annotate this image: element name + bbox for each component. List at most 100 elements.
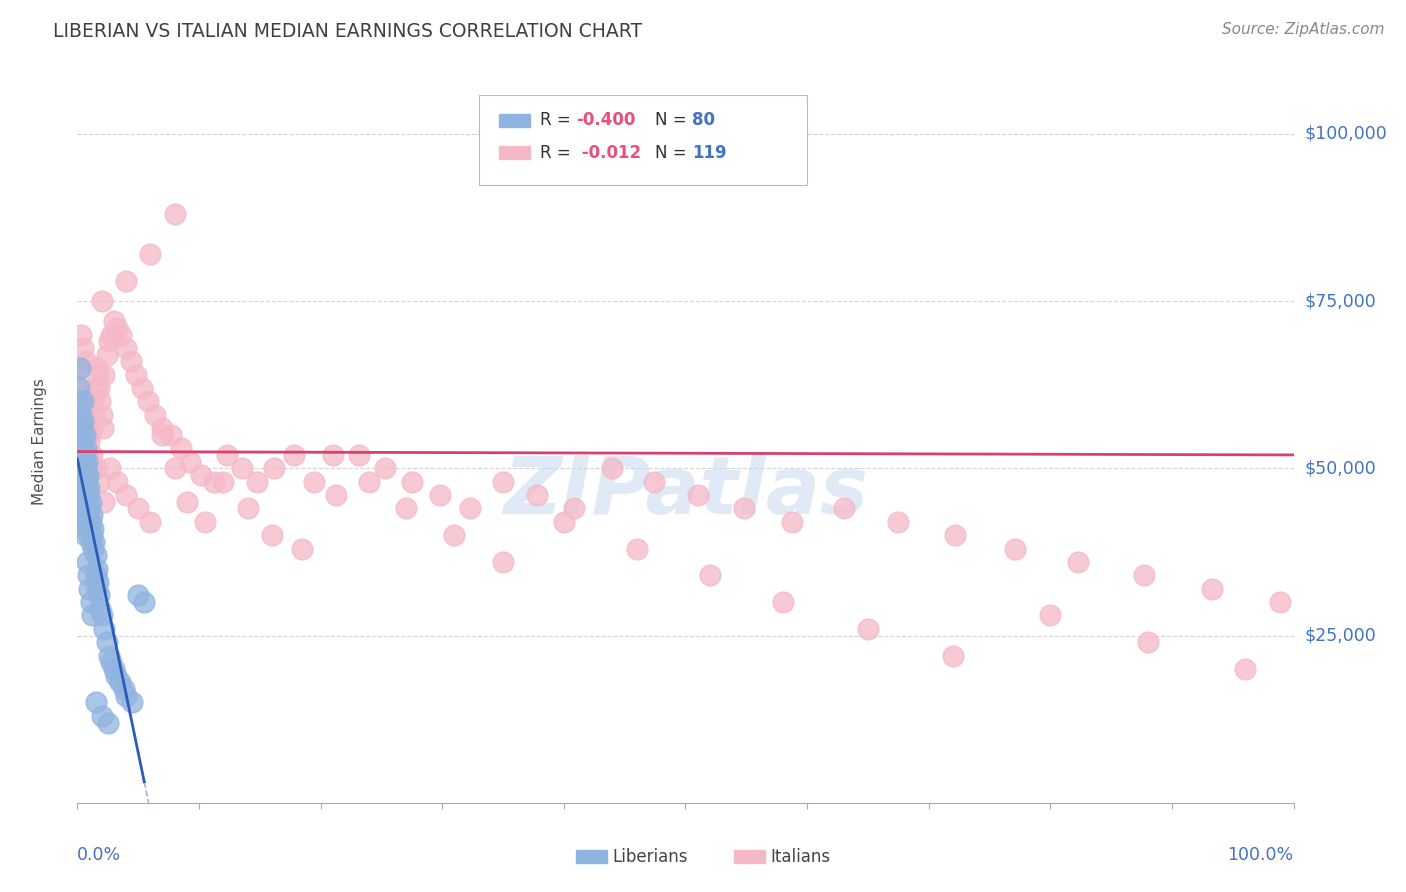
Point xyxy=(79,434,101,449)
Point xyxy=(79,427,101,442)
Point xyxy=(86,361,108,376)
Point xyxy=(80,528,103,542)
Point xyxy=(70,427,93,442)
Point xyxy=(70,381,93,395)
Point xyxy=(82,521,104,535)
Text: -0.012: -0.012 xyxy=(576,144,641,161)
Point xyxy=(72,408,94,422)
Point xyxy=(79,482,101,496)
Point xyxy=(325,488,347,502)
Point xyxy=(127,501,149,516)
Point xyxy=(107,475,129,489)
Point xyxy=(70,327,93,342)
Point xyxy=(115,341,138,355)
Point xyxy=(73,467,96,482)
Point xyxy=(83,408,105,422)
Point xyxy=(87,368,110,382)
Point xyxy=(231,461,253,475)
Point xyxy=(80,421,103,435)
Point xyxy=(136,394,159,409)
FancyBboxPatch shape xyxy=(734,850,765,863)
Point xyxy=(374,461,396,475)
Point xyxy=(115,488,138,502)
Text: R =: R = xyxy=(540,144,575,161)
Point xyxy=(179,454,201,469)
Text: LIBERIAN VS ITALIAN MEDIAN EARNINGS CORRELATION CHART: LIBERIAN VS ITALIAN MEDIAN EARNINGS CORR… xyxy=(53,21,643,40)
Point xyxy=(112,681,135,696)
Point xyxy=(72,501,94,516)
Point xyxy=(139,247,162,261)
Point xyxy=(75,461,97,475)
Point xyxy=(72,454,94,469)
Point xyxy=(1067,555,1090,569)
Point xyxy=(72,448,94,462)
Point xyxy=(856,622,879,636)
Point xyxy=(69,427,91,442)
Point xyxy=(1136,635,1159,649)
Text: N =: N = xyxy=(655,144,692,161)
Point xyxy=(70,475,93,489)
Point xyxy=(170,441,193,455)
Point xyxy=(77,568,100,582)
Point xyxy=(89,475,111,489)
Point xyxy=(91,421,114,435)
Point xyxy=(105,669,128,683)
Point xyxy=(73,488,96,502)
Point xyxy=(70,408,93,422)
Point xyxy=(82,394,104,409)
Point xyxy=(945,528,967,542)
Point xyxy=(643,475,665,489)
Point xyxy=(1039,608,1062,623)
Point xyxy=(134,595,156,609)
Point xyxy=(127,589,149,603)
Point xyxy=(76,454,98,469)
Point xyxy=(291,541,314,556)
Point xyxy=(443,528,465,542)
Point xyxy=(103,314,125,328)
Point xyxy=(139,515,162,529)
Point xyxy=(69,448,91,462)
Point xyxy=(70,427,93,442)
Point xyxy=(699,568,721,582)
Point xyxy=(75,501,97,516)
Point xyxy=(70,361,93,376)
Text: Source: ZipAtlas.com: Source: ZipAtlas.com xyxy=(1222,22,1385,37)
Point xyxy=(80,448,103,462)
Point xyxy=(152,427,174,442)
Text: 0.0%: 0.0% xyxy=(77,847,121,864)
Point xyxy=(942,648,965,663)
Point xyxy=(72,521,94,535)
Point xyxy=(67,381,90,395)
Point xyxy=(70,501,93,516)
Point xyxy=(67,475,90,489)
Point xyxy=(90,293,112,308)
Point xyxy=(79,394,101,409)
Point xyxy=(89,589,111,603)
Text: $25,000: $25,000 xyxy=(1305,626,1376,645)
Point xyxy=(492,475,515,489)
Point xyxy=(76,515,98,529)
Point xyxy=(70,421,93,435)
Point xyxy=(73,508,96,523)
Point xyxy=(87,575,110,590)
Point xyxy=(79,521,101,535)
Point xyxy=(67,475,90,489)
Text: 80: 80 xyxy=(692,111,714,129)
FancyBboxPatch shape xyxy=(499,146,530,159)
Point xyxy=(70,408,93,422)
Point xyxy=(100,655,122,669)
Point xyxy=(79,582,101,596)
Point xyxy=(152,421,174,435)
Point xyxy=(349,448,371,462)
Point xyxy=(90,708,112,723)
Point xyxy=(72,475,94,489)
Point xyxy=(1004,541,1026,556)
Point xyxy=(72,414,94,428)
Point xyxy=(160,427,183,442)
Point xyxy=(70,475,93,489)
Text: 119: 119 xyxy=(692,144,727,161)
Point xyxy=(107,320,129,334)
Point xyxy=(1268,595,1291,609)
Point xyxy=(69,394,91,409)
Point xyxy=(131,381,153,395)
